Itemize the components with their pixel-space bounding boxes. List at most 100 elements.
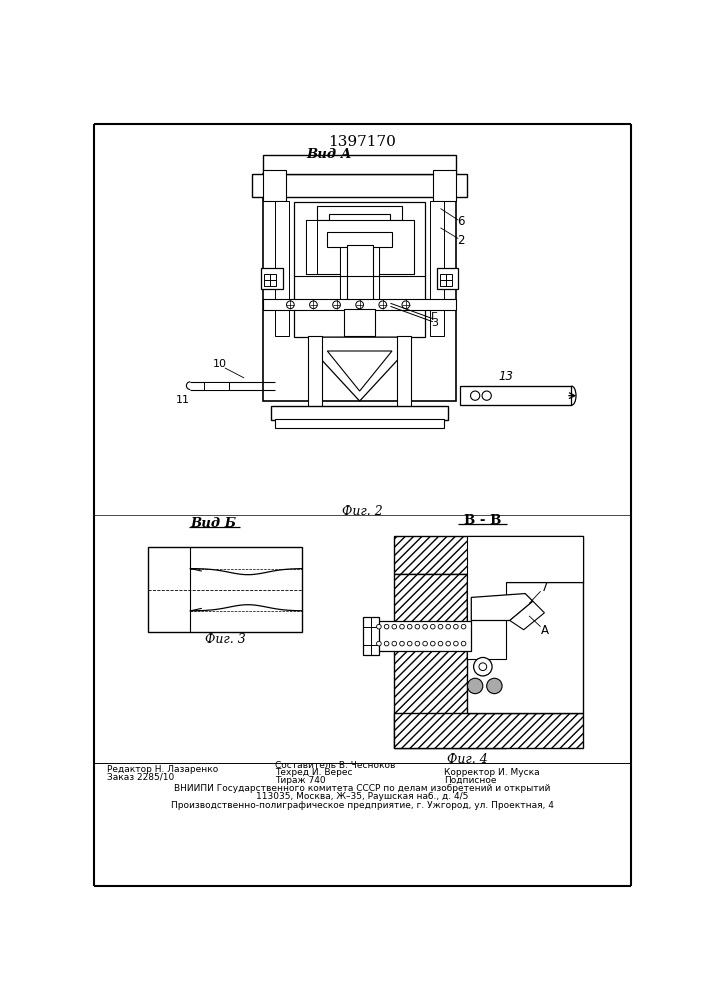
Circle shape [423,641,428,646]
Bar [204,382,229,389]
Bar [252,174,467,197]
Circle shape [438,641,443,646]
Circle shape [392,641,397,646]
Bar [440,280,446,286]
Bar [264,280,270,286]
Bar [363,617,379,655]
Text: Подписное: Подписное [444,776,497,785]
Circle shape [407,641,412,646]
Circle shape [385,624,389,629]
Bar [294,202,425,337]
Circle shape [415,624,420,629]
Circle shape [438,624,443,629]
Text: ВНИИПИ Государственного комитета СССР по делам изобретений и открытий: ВНИИПИ Государственного комитета СССР по… [174,784,550,793]
Text: 2: 2 [457,234,465,247]
Text: Техред И. Верес: Техред И. Верес [275,768,353,777]
Circle shape [431,641,435,646]
Circle shape [399,624,404,629]
Circle shape [474,657,492,676]
Bar [327,232,392,247]
Bar [264,170,286,201]
Polygon shape [313,337,406,401]
Bar [431,201,444,336]
Text: 7: 7 [541,581,548,594]
Polygon shape [395,536,583,582]
Bar [371,620,472,651]
Circle shape [385,641,389,646]
Circle shape [446,624,450,629]
Text: 113035, Москва, Ж–35, Раушская наб., д. 4/5: 113035, Москва, Ж–35, Раушская наб., д. … [256,792,468,801]
Bar [271,406,448,420]
Bar [308,336,322,409]
Circle shape [399,641,404,646]
Circle shape [467,678,483,694]
Circle shape [461,641,466,646]
Text: Вид А: Вид А [306,148,351,161]
Text: Фиг. 2: Фиг. 2 [341,505,382,518]
Text: Составитель В. Чесноков: Составитель В. Чесноков [275,761,395,770]
Circle shape [415,641,420,646]
Circle shape [454,641,458,646]
Text: Производственно-полиграфическое предприятие, г. Ужгород, ул. Проектная, 4: Производственно-полиграфическое предприя… [170,801,554,810]
Bar [261,268,283,289]
Text: 3: 3 [431,318,438,328]
Polygon shape [340,243,379,309]
Polygon shape [395,713,583,748]
Bar [270,274,276,280]
Text: Заказ 2285/10: Заказ 2285/10 [107,772,175,781]
Bar [440,274,446,280]
Bar [467,582,583,713]
Bar [148,547,302,632]
Bar [397,336,411,409]
Circle shape [377,624,381,629]
Text: Фиг. 4: Фиг. 4 [447,753,488,766]
Bar [340,239,379,309]
Bar [446,280,452,286]
Bar [446,274,452,280]
Text: Вид Б: Вид Б [190,517,236,530]
Text: Г: Г [431,312,438,322]
Circle shape [446,641,450,646]
Text: 13: 13 [498,370,513,383]
Text: Корректор И. Муска: Корректор И. Муска [444,768,540,777]
Circle shape [377,641,381,646]
Circle shape [486,678,502,694]
Polygon shape [472,594,533,620]
Circle shape [392,624,397,629]
Text: Редактор Н. Лазаренко: Редактор Н. Лазаренко [107,765,218,774]
Polygon shape [327,351,392,391]
Text: 10: 10 [213,359,226,369]
Bar [433,170,456,201]
Polygon shape [333,232,387,243]
Bar [264,299,456,310]
Bar [264,155,456,174]
Bar [275,419,444,428]
Text: Тираж 740: Тираж 740 [275,776,325,785]
Polygon shape [317,206,402,220]
Bar [264,274,270,280]
Text: 6: 6 [457,215,465,228]
Circle shape [479,663,486,671]
Text: 1397170: 1397170 [328,135,396,149]
Bar [348,306,371,337]
Bar [346,245,373,337]
Polygon shape [467,536,583,659]
Circle shape [423,624,428,629]
Bar [264,174,456,401]
Bar [460,386,571,405]
Bar [270,280,276,286]
Polygon shape [510,601,544,630]
Circle shape [407,624,412,629]
Text: А: А [540,624,549,637]
Polygon shape [305,220,317,274]
Circle shape [431,624,435,629]
Circle shape [454,624,458,629]
Text: В - В: В - В [464,514,501,527]
Polygon shape [395,574,506,748]
Bar [344,309,375,336]
Text: Фиг. 3: Фиг. 3 [204,633,245,646]
Text: 11: 11 [175,395,189,405]
Circle shape [461,624,466,629]
Bar [437,268,458,289]
Bar [275,201,288,336]
